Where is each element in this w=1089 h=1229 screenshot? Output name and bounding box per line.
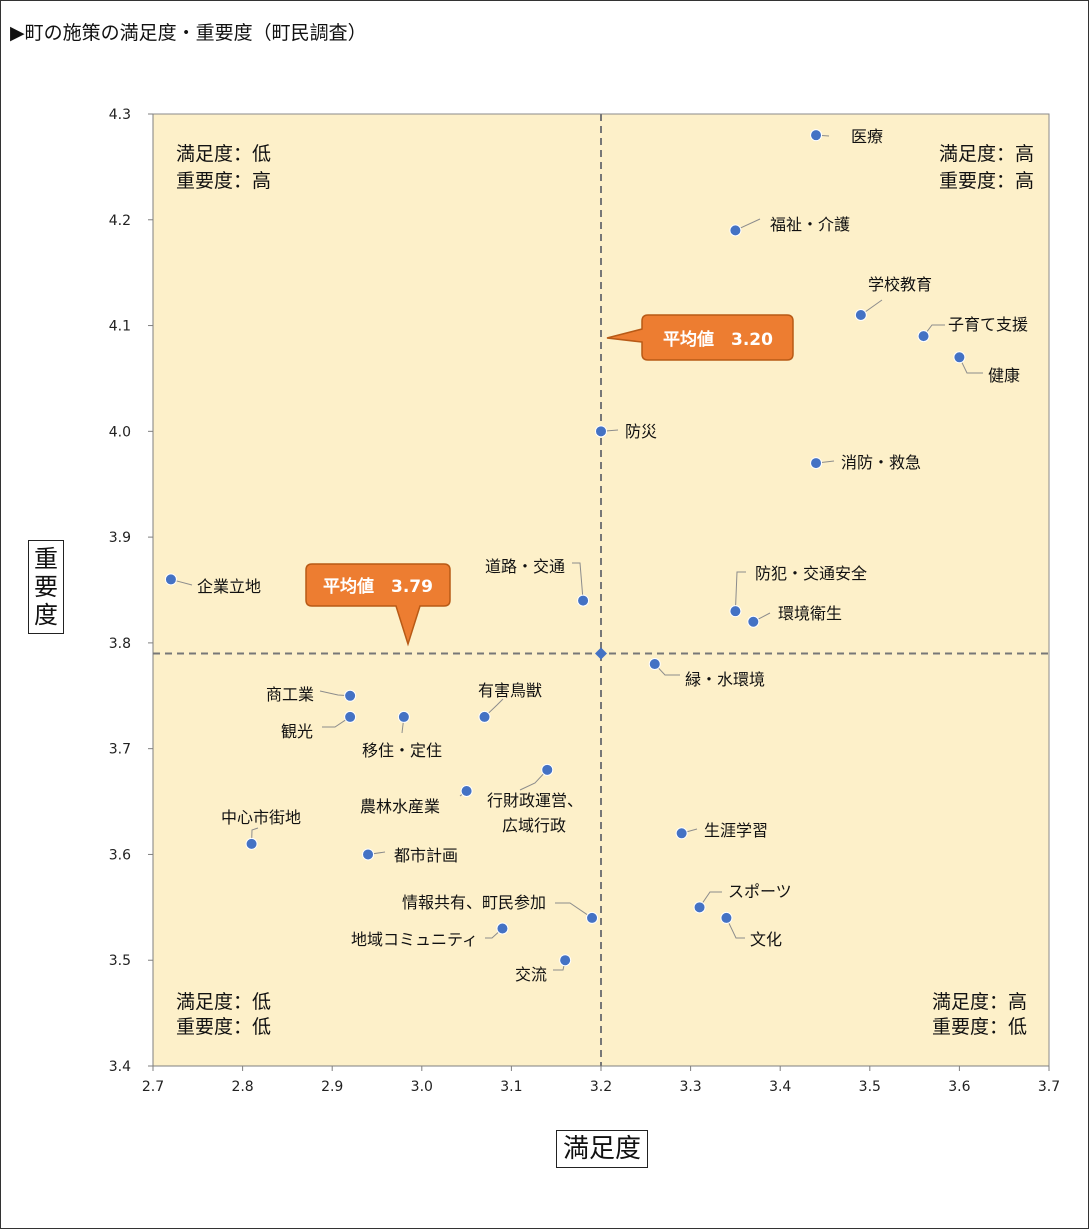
callout-average-y xyxy=(305,563,451,647)
data-point xyxy=(854,308,867,321)
data-point xyxy=(810,129,823,142)
quadrant-label-top-left-2: 重要度：高 xyxy=(176,170,271,192)
data-point-label: 有害鳥獣 xyxy=(478,681,542,700)
leader-line xyxy=(572,562,584,601)
data-point xyxy=(810,457,823,470)
data-point xyxy=(595,425,607,438)
data-point xyxy=(729,605,742,618)
y-tick-label: 3.7 xyxy=(109,742,131,758)
data-point-label: 中心市街地 xyxy=(221,808,301,827)
data-point-label: 移住・定住 xyxy=(362,741,442,760)
x-tick-label: 2.9 xyxy=(321,1079,343,1095)
data-point-label: 観光 xyxy=(281,722,313,741)
data-point-label: 文化 xyxy=(750,930,782,949)
data-point-label: 子育て支援 xyxy=(948,315,1028,334)
leader-line xyxy=(555,902,593,919)
data-point-label: 医療 xyxy=(851,127,883,146)
x-tick-label: 3.4 xyxy=(769,1079,791,1095)
x-tick-label: 3.6 xyxy=(948,1079,970,1095)
data-point xyxy=(675,827,688,840)
quadrant-label-bottom-right-1: 満足度：高 xyxy=(932,991,1027,1013)
quadrant-label-top-right-2: 重要度：高 xyxy=(939,170,1034,192)
data-point-label: 農林水産業 xyxy=(360,797,440,816)
x-tick-label: 3.1 xyxy=(500,1079,522,1095)
callout-average-y-text: 平均値 3.79 xyxy=(323,576,433,597)
x-tick-label: 3.7 xyxy=(1038,1079,1060,1095)
data-point-label: 環境衛生 xyxy=(778,604,842,623)
y-tick-label: 4.0 xyxy=(109,424,131,440)
data-point-label: 商工業 xyxy=(266,685,314,704)
data-point-label: 道路・交通 xyxy=(485,557,565,576)
y-tick-label: 3.6 xyxy=(109,847,131,863)
data-point xyxy=(917,330,930,343)
data-point-label: 福祉・介護 xyxy=(770,215,850,234)
quadrant-label-bottom-left-1: 満足度：低 xyxy=(176,991,271,1013)
y-axis-title: 重要度 xyxy=(28,540,64,634)
chart-title: ▶町の施策の満足度・重要度（町民調査） xyxy=(10,22,367,44)
data-point xyxy=(344,689,357,702)
x-tick-label: 3.2 xyxy=(590,1079,612,1095)
data-point xyxy=(478,710,491,723)
data-point xyxy=(362,848,375,861)
leader-line xyxy=(699,891,722,908)
y-tick-label: 4.2 xyxy=(109,213,131,229)
data-point xyxy=(397,710,410,723)
data-point xyxy=(648,658,661,671)
data-point-label: 健康 xyxy=(988,366,1020,385)
y-tick-label: 4.3 xyxy=(109,107,131,123)
y-tick-label: 3.4 xyxy=(109,1059,131,1075)
leader-line xyxy=(322,716,351,728)
data-point-label: 都市計画 xyxy=(394,846,458,865)
data-point-label: 緑・水環境 xyxy=(685,670,765,689)
data-point xyxy=(245,837,258,850)
data-point-label: スポーツ xyxy=(728,882,792,901)
x-axis-title: 満足度 xyxy=(556,1130,649,1168)
quadrant-label-bottom-left-2: 重要度：低 xyxy=(176,1016,271,1038)
data-point xyxy=(344,710,357,723)
data-point xyxy=(953,351,966,364)
data-point xyxy=(460,784,473,797)
average-marker xyxy=(595,647,607,660)
data-point-label: 防犯・交通安全 xyxy=(755,564,867,583)
data-point-label: 地域コミュニティ xyxy=(351,930,478,949)
data-point-label: 交流 xyxy=(515,965,547,984)
y-tick-label: 4.1 xyxy=(109,319,131,335)
data-point xyxy=(693,901,706,914)
quadrant-label-top-right-1: 満足度：高 xyxy=(939,143,1034,165)
x-tick-label: 3.3 xyxy=(679,1079,701,1095)
data-point-label: 行財政運営、広域行政 xyxy=(487,791,583,835)
data-point-label: 企業立地 xyxy=(197,577,261,596)
quadrant-label-top-left-1: 満足度：低 xyxy=(176,143,271,165)
x-tick-label: 2.7 xyxy=(142,1079,164,1095)
data-point-label: 生涯学習 xyxy=(704,821,768,840)
x-tick-label: 3.5 xyxy=(859,1079,881,1095)
data-point xyxy=(720,911,733,924)
data-point-label: 学校教育 xyxy=(868,275,932,294)
data-point xyxy=(577,594,590,607)
data-point xyxy=(559,954,572,967)
x-tick-label: 2.8 xyxy=(231,1079,253,1095)
data-point xyxy=(541,763,554,776)
data-point-label: 情報共有、町民参加 xyxy=(402,893,546,912)
data-point-label: 防災 xyxy=(625,422,657,441)
data-point xyxy=(164,573,177,586)
y-tick-label: 3.8 xyxy=(109,636,131,652)
y-tick-label: 3.5 xyxy=(109,953,131,969)
leader-line xyxy=(725,917,745,939)
data-point-label: 消防・救急 xyxy=(841,453,921,472)
leader-line xyxy=(734,571,746,612)
quadrant-label-bottom-right-2: 重要度：低 xyxy=(932,1016,1027,1038)
data-point xyxy=(496,922,509,935)
callout-average-x-text: 平均値 3.20 xyxy=(663,329,773,350)
data-point xyxy=(747,615,760,628)
callout-average-x xyxy=(606,314,794,361)
y-tick-label: 3.9 xyxy=(109,530,131,546)
data-point xyxy=(586,911,599,924)
x-tick-label: 3.0 xyxy=(411,1079,433,1095)
data-point xyxy=(729,224,742,237)
